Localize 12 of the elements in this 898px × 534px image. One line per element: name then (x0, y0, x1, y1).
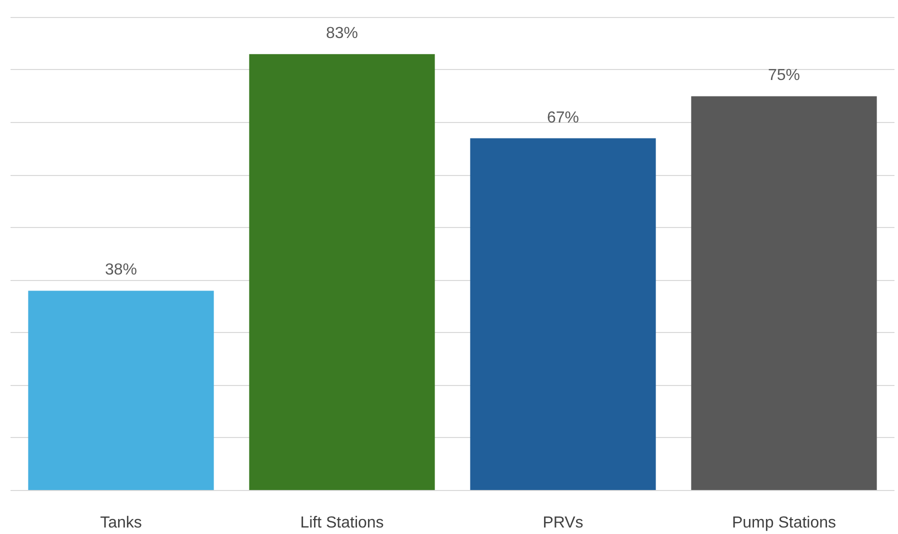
bar (249, 54, 435, 490)
data-label: 75% (768, 67, 800, 84)
bar (691, 96, 877, 490)
bar (28, 290, 214, 490)
x-tick-label: Tanks (100, 514, 142, 532)
bar (470, 138, 656, 490)
x-tick-label: PRVs (542, 514, 584, 532)
data-label: 38% (104, 262, 138, 279)
x-tick-label: Lift Stations (300, 514, 384, 532)
data-label: 67% (546, 109, 580, 126)
x-tick-label: Pump Stations (732, 514, 836, 532)
data-label: 83% (326, 25, 358, 42)
